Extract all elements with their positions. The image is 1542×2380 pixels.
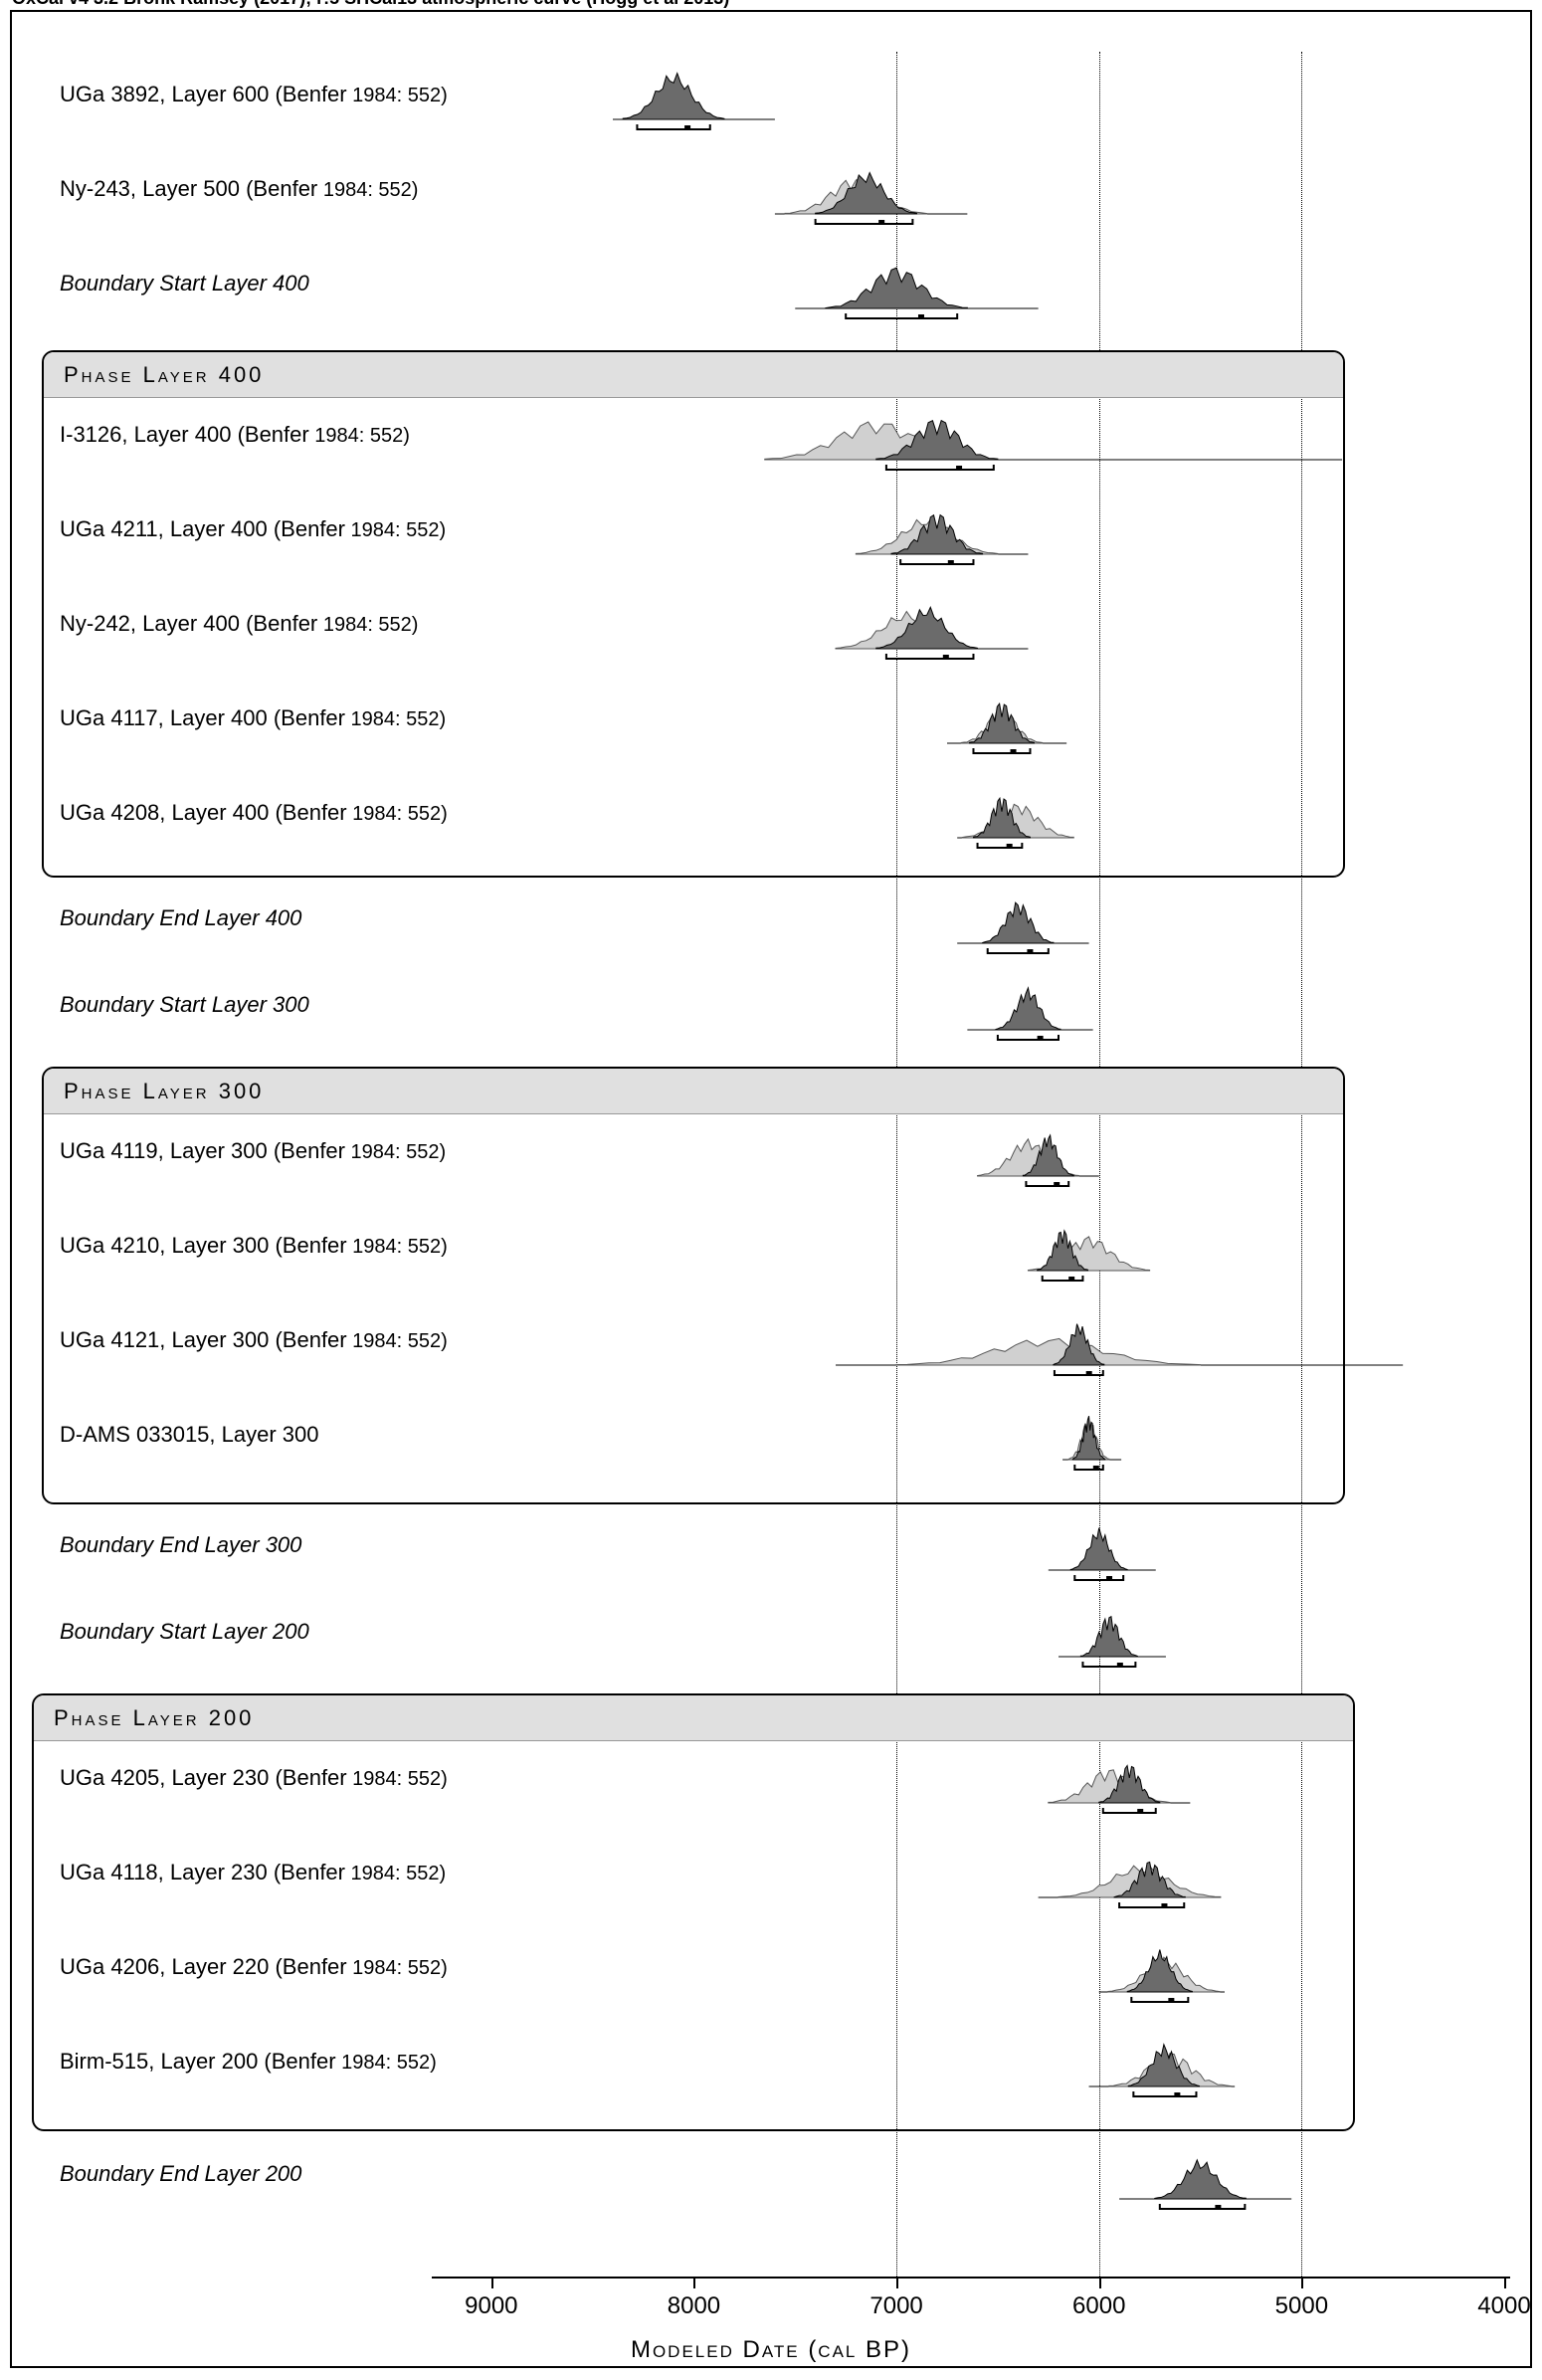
phase-header: Phase Layer 400 — [44, 352, 1343, 398]
range-bracket — [886, 654, 974, 659]
range-bracket — [886, 465, 994, 470]
range-bracket — [1131, 1997, 1188, 2002]
date-row: Boundary End Layer 400 — [32, 886, 1510, 975]
phase-header-label: Phase Layer 200 — [54, 1705, 254, 1731]
posterior-distribution — [826, 268, 968, 308]
range-bracket — [1074, 1575, 1123, 1580]
date-row: UGa 4205, Layer 230 (Benfer 1984: 552) — [32, 1745, 1510, 1835]
distribution-svg — [32, 1402, 1542, 1491]
range-bracket — [1160, 2204, 1246, 2209]
range-bracket — [1119, 1902, 1184, 1907]
date-row: Boundary Start Layer 300 — [32, 972, 1510, 1062]
range-bracket — [973, 748, 1030, 753]
distribution-svg — [32, 1840, 1542, 1929]
date-row: UGa 4118, Layer 230 (Benfer 1984: 552) — [32, 1840, 1510, 1929]
date-row: Boundary End Layer 300 — [32, 1512, 1510, 1602]
posterior-distribution — [623, 74, 724, 119]
date-row: Boundary Start Layer 200 — [32, 1599, 1510, 1688]
x-tick — [693, 2277, 695, 2288]
range-bracket — [1103, 1808, 1156, 1813]
phase-header: Phase Layer 300 — [44, 1069, 1343, 1114]
date-row: Birm-515, Layer 200 (Benfer 1984: 552) — [32, 2029, 1510, 2118]
posterior-distribution — [1070, 1528, 1127, 1570]
x-tick-label: 6000 — [1072, 2292, 1125, 2320]
range-bracket — [1043, 1276, 1083, 1281]
distribution-svg — [32, 780, 1542, 870]
date-row: I-3126, Layer 400 (Benfer 1984: 552) — [32, 402, 1510, 492]
range-bracket — [637, 124, 709, 129]
distribution-svg — [32, 1512, 1542, 1602]
distribution-svg — [32, 402, 1542, 492]
date-row: UGa 4208, Layer 400 (Benfer 1984: 552) — [32, 780, 1510, 870]
distribution-svg — [32, 156, 1542, 246]
distribution-svg — [32, 1745, 1542, 1835]
date-row: Ny-242, Layer 400 (Benfer 1984: 552) — [32, 591, 1510, 681]
distribution-svg — [32, 1307, 1542, 1397]
x-tick — [1504, 2277, 1506, 2288]
distribution-svg — [32, 1599, 1542, 1688]
distribution-svg — [32, 62, 1542, 151]
x-axis-title: Modeled Date (cal BP) — [631, 2336, 911, 2364]
distribution-svg — [32, 2029, 1542, 2118]
date-row: UGa 4206, Layer 220 (Benfer 1984: 552) — [32, 1934, 1510, 2024]
posterior-distribution — [983, 902, 1054, 943]
distribution-svg — [32, 972, 1542, 1062]
oxcal-plot: OxCal v4 3.2 Bronk Ramsey (2017); r:5 SH… — [10, 10, 1532, 2368]
phase-header: Phase Layer 200 — [34, 1695, 1353, 1741]
range-bracket — [816, 219, 913, 224]
date-row: Boundary End Layer 200 — [32, 2141, 1510, 2231]
posterior-distribution — [1072, 1416, 1105, 1460]
x-tick — [1301, 2277, 1303, 2288]
range-bracket — [978, 843, 1023, 848]
range-bracket — [1055, 1370, 1103, 1375]
phase-header-label: Phase Layer 300 — [64, 1079, 264, 1104]
range-bracket — [988, 948, 1049, 953]
plot-area: Phase Layer 400 Phase Layer 300 Phase Laye… — [32, 52, 1510, 2277]
posterior-distribution — [996, 988, 1060, 1030]
distribution-svg — [32, 496, 1542, 586]
range-bracket — [846, 313, 957, 318]
chart-header: OxCal v4 3.2 Bronk Ramsey (2017); r:5 SH… — [12, 0, 729, 9]
range-bracket — [998, 1035, 1059, 1040]
date-row: UGa 4117, Layer 400 (Benfer 1984: 552) — [32, 686, 1510, 775]
date-row: UGa 4211, Layer 400 (Benfer 1984: 552) — [32, 496, 1510, 586]
distribution-svg — [32, 886, 1542, 975]
x-tick-label: 4000 — [1477, 2292, 1530, 2320]
distribution-svg — [32, 1934, 1542, 2024]
posterior-distribution — [1155, 2160, 1247, 2199]
range-bracket — [1082, 1662, 1135, 1667]
phase-header-label: Phase Layer 400 — [64, 362, 264, 388]
distribution-svg — [32, 686, 1542, 775]
date-row: UGa 3892, Layer 600 (Benfer 1984: 552) — [32, 62, 1510, 151]
x-tick-label: 5000 — [1275, 2292, 1328, 2320]
x-axis: 9000 8000 7000 6000 5000 4000 — [12, 2277, 1530, 2336]
x-tick — [491, 2277, 493, 2288]
distribution-svg — [32, 1213, 1542, 1302]
x-tick — [896, 2277, 898, 2288]
prior-distribution — [896, 1338, 1200, 1365]
posterior-distribution — [1080, 1617, 1137, 1657]
distribution-svg — [32, 2141, 1542, 2231]
date-row: D-AMS 033015, Layer 300 — [32, 1402, 1510, 1491]
range-bracket — [1133, 2091, 1196, 2096]
x-tick-label: 9000 — [465, 2292, 517, 2320]
range-bracket — [900, 559, 973, 564]
date-row: Ny-243, Layer 500 (Benfer 1984: 552) — [32, 156, 1510, 246]
distribution-svg — [32, 591, 1542, 681]
x-axis-line — [432, 2277, 1510, 2279]
x-tick-label: 7000 — [869, 2292, 922, 2320]
x-tick — [1099, 2277, 1101, 2288]
distribution-svg — [32, 1118, 1542, 1208]
x-tick-label: 8000 — [668, 2292, 720, 2320]
date-row: UGa 4119, Layer 300 (Benfer 1984: 552) — [32, 1118, 1510, 1208]
distribution-svg — [32, 251, 1542, 340]
date-row: Boundary Start Layer 400 — [32, 251, 1510, 340]
date-row: UGa 4210, Layer 300 (Benfer 1984: 552) — [32, 1213, 1510, 1302]
range-bracket — [1026, 1181, 1068, 1186]
date-row: UGa 4121, Layer 300 (Benfer 1984: 552) — [32, 1307, 1510, 1397]
